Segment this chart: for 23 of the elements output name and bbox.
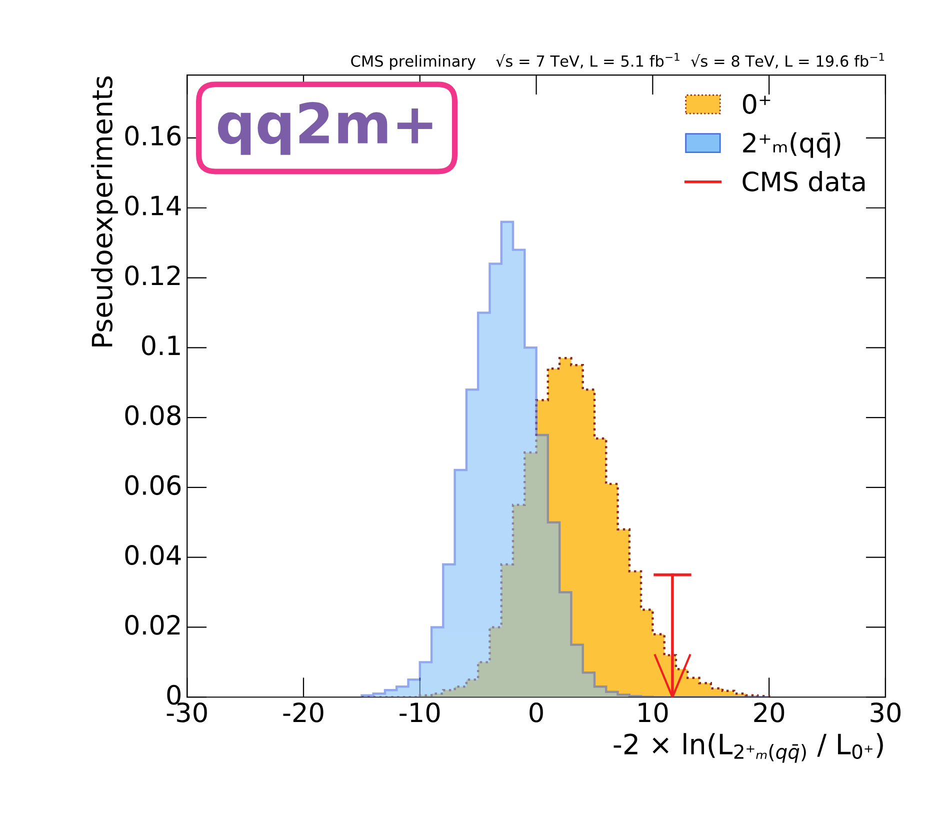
x-tick-label: -20 xyxy=(283,702,324,722)
x-tick-label: 20 xyxy=(754,702,784,722)
y-tick-label: 0.02 xyxy=(125,614,180,635)
y-tick-label: 0.08 xyxy=(125,405,180,426)
x-axis-title: -2 × ln(L$_{2⁺ₘ(qq̄)}$ / L$_{0⁺}$) xyxy=(614,733,883,763)
y-axis-title: Pseudoexperiments xyxy=(91,76,118,346)
chart-title: CMS preliminary √s = 7 TeV, L = 5.1 fb$^{−1}$ √s = 8 TeV, L = 19.6 fb$^{−1}$ xyxy=(351,52,884,70)
y-tick-label: 0 xyxy=(167,684,180,705)
y-tick-label: 0.14 xyxy=(125,196,181,216)
y-tick-label: 0.16 xyxy=(125,126,181,146)
legend-label: 0⁺ xyxy=(742,94,770,114)
x-tick-label: -30 xyxy=(166,702,207,722)
y-tick-label: 0.1 xyxy=(142,335,180,356)
annotation: qq2m+ xyxy=(218,102,432,155)
y-tick-label: 0.06 xyxy=(125,475,181,496)
x-tick-label: 0 xyxy=(530,702,543,722)
x-tick-label: 30 xyxy=(870,702,900,722)
legend-label: CMS data xyxy=(742,171,865,192)
x-tick-label: 10 xyxy=(638,702,668,722)
y-tick-label: 0.12 xyxy=(125,265,180,286)
y-tick-label: 0.04 xyxy=(125,545,181,565)
legend-label: 2⁺ₘ(qq̄) xyxy=(743,132,840,158)
x-tick-label: -10 xyxy=(400,702,440,722)
